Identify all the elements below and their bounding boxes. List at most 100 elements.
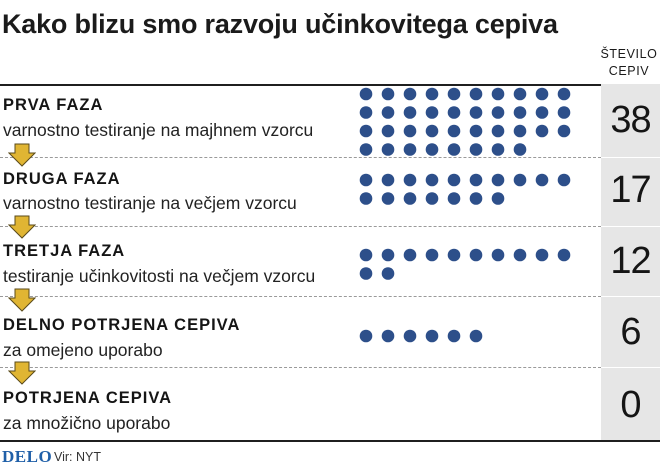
vaccine-dot (469, 248, 483, 262)
vaccine-dot (403, 192, 417, 205)
row-separator (0, 157, 601, 158)
vaccine-dot (557, 173, 571, 187)
vaccine-dot (557, 87, 571, 101)
top-rule (0, 84, 601, 86)
vaccine-dot (359, 124, 373, 138)
vaccine-dot (469, 329, 483, 343)
vaccine-dot (381, 173, 395, 187)
phase-count-3: 12 (610, 240, 651, 282)
count-column-background (601, 84, 660, 440)
vaccine-dot (447, 106, 461, 119)
vaccine-dot (557, 124, 571, 138)
down-arrow-icon (8, 215, 36, 239)
count-separator (601, 226, 660, 227)
vaccine-dot-matrix (359, 87, 571, 343)
vaccine-dot (425, 143, 439, 156)
vaccine-dot (469, 106, 483, 119)
vaccine-dot (447, 143, 461, 156)
vaccine-dot (491, 87, 505, 101)
phase-description-1: varnostno testiranje na majhnem vzorcu (3, 120, 314, 140)
count-separator (601, 367, 660, 368)
phase-label-3: TRETJA FAZA (3, 242, 126, 260)
vaccine-dot (469, 87, 483, 101)
phase-description-2: varnostno testiranje na večjem vzorcu (3, 193, 297, 213)
vaccine-dot (469, 192, 483, 205)
vaccine-dot (535, 173, 549, 187)
vaccine-dot (513, 248, 527, 262)
vaccine-dot (535, 124, 549, 138)
vaccine-dot (447, 329, 461, 343)
row-separator (0, 367, 601, 368)
vaccine-dot (359, 106, 373, 119)
vaccine-dot (403, 87, 417, 101)
phase-description-3: testiranje učinkovitosti na večjem vzorc… (3, 266, 316, 286)
vaccine-dot (425, 124, 439, 138)
vaccine-dot (381, 329, 395, 343)
vaccine-dot (359, 173, 373, 187)
vaccine-dot (381, 192, 395, 205)
vaccine-dot (469, 173, 483, 187)
vaccine-dot (535, 87, 549, 101)
vaccine-dot (425, 106, 439, 119)
vaccine-dot (425, 329, 439, 343)
vaccine-dot (381, 106, 395, 119)
chart-title: Kako blizu smo razvoju učinkovitega cepi… (2, 9, 558, 39)
vaccine-dot (491, 106, 505, 119)
vaccine-dot (359, 248, 373, 262)
vaccine-dot (425, 192, 439, 205)
count-separator (601, 296, 660, 297)
vaccine-dot (381, 143, 395, 156)
phase-description-4: za omejeno uporabo (3, 340, 163, 360)
vaccine-dot (447, 87, 461, 101)
vaccine-dot (535, 106, 549, 119)
down-arrow-icon (8, 288, 36, 312)
vaccine-dot (491, 124, 505, 138)
vaccine-dot (381, 267, 395, 280)
vaccine-dot (491, 192, 505, 205)
vaccine-dot (425, 173, 439, 187)
vaccine-dot (403, 173, 417, 187)
vaccine-dot (469, 143, 483, 156)
vaccine-dot (535, 248, 549, 262)
phase-count-5: 0 (620, 384, 641, 426)
vaccine-dot (403, 329, 417, 343)
vaccine-dot (513, 143, 527, 156)
vaccine-dot (491, 248, 505, 262)
phase-label-2: DRUGA FAZA (3, 170, 121, 188)
vaccine-dot (447, 173, 461, 187)
row-separator (0, 226, 601, 227)
phase-label-1: PRVA FAZA (3, 96, 104, 114)
phase-count-4: 6 (620, 311, 641, 353)
phase-description-5: za množično uporabo (3, 413, 171, 433)
count-separator (601, 157, 660, 158)
down-arrow-icon (8, 361, 36, 385)
vaccine-dot (447, 248, 461, 262)
delo-logo: DELO (2, 447, 53, 466)
vaccine-dot (381, 124, 395, 138)
vaccine-dot (513, 87, 527, 101)
vaccine-dot (513, 106, 527, 119)
vaccine-dot (403, 248, 417, 262)
vaccine-dot (447, 124, 461, 138)
count-column-header: ŠTEVILO CEPIV (598, 46, 660, 80)
phase-count-2: 17 (610, 169, 651, 211)
vaccine-dot (381, 248, 395, 262)
vaccine-dot (359, 143, 373, 156)
vaccine-dot (469, 124, 483, 138)
vaccine-dot (359, 192, 373, 205)
vaccine-dot (491, 173, 505, 187)
source-note: Vir: NYT (54, 450, 101, 464)
vaccine-dot (557, 106, 571, 119)
vaccine-dot (359, 329, 373, 343)
phase-label-4: DELNO POTRJENA CEPIVA (3, 316, 241, 334)
down-arrow-icon (8, 143, 36, 167)
vaccine-dot (359, 267, 373, 280)
vaccine-dot (557, 248, 571, 262)
vaccine-dot (513, 173, 527, 187)
vaccine-dot (513, 124, 527, 138)
row-separator (0, 296, 601, 297)
vaccine-dot (403, 143, 417, 156)
count-column-header-line-2: CEPIV (608, 64, 650, 78)
phase-label-5: POTRJENA CEPIVA (3, 389, 173, 407)
vaccine-dot (403, 124, 417, 138)
